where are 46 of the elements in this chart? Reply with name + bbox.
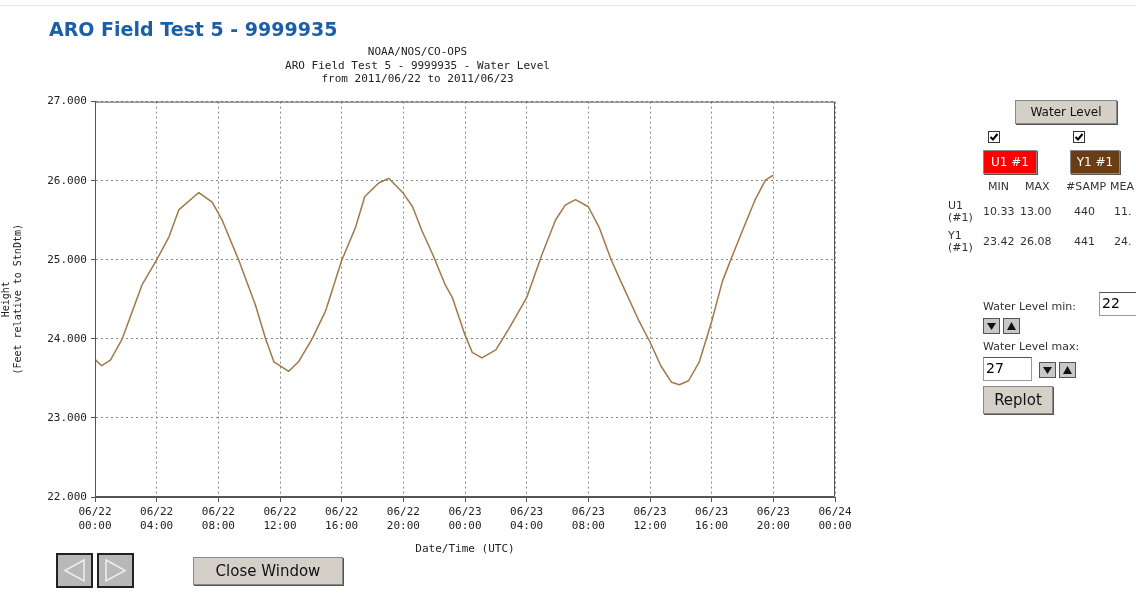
- text: #SAMP: [1066, 180, 1107, 193]
- x-tick-label: 06/22 16:00: [325, 505, 359, 532]
- x-tick-label: 06/22 08:00: [201, 505, 235, 532]
- x-tick-label: 06/23 20:00: [756, 505, 790, 532]
- text: MIN: [988, 180, 1009, 193]
- text: 27: [983, 357, 1032, 381]
- text: 11.: [1114, 205, 1132, 218]
- y-tick-label: 25.000: [47, 252, 87, 266]
- text: MAX: [1025, 180, 1050, 193]
- text: 22: [1099, 292, 1136, 316]
- text: Y1 #1: [1070, 150, 1120, 174]
- chart-title: ARO Field Test 5 - 9999935: [49, 18, 338, 40]
- x-tick-label: 06/23 16:00: [695, 505, 729, 532]
- text: Water Level min:: [983, 300, 1076, 313]
- text: 440: [1074, 205, 1095, 218]
- x-tick-label: 06/24 00:00: [818, 505, 852, 532]
- x-tick-label: 06/22 04:00: [140, 505, 174, 532]
- text: 24.: [1114, 235, 1132, 248]
- text: Water Level max:: [983, 340, 1080, 353]
- x-axis-title: Date/Time (UTC): [415, 542, 515, 556]
- x-tick-label: 06/22 20:00: [386, 505, 420, 532]
- text: U1 (#1): [948, 199, 973, 224]
- x-tick-label: 06/23 04:00: [510, 505, 544, 532]
- x-tick-label: 06/23 12:00: [633, 505, 667, 532]
- chart-subtitle: NOAA/NOS/CO-OPS ARO Field Test 5 - 9999935 - Water Level from 2011/06/22 to 2011/06/23: [285, 45, 550, 85]
- x-tick-label: 06/22 12:00: [263, 505, 297, 532]
- y-tick-label: 22.000: [47, 489, 87, 503]
- text: Y1 (#1): [948, 229, 973, 254]
- text: MEA: [1110, 180, 1134, 193]
- text: 13.00: [1020, 205, 1052, 218]
- x-tick-label: 06/23 00:00: [448, 505, 482, 532]
- text: 441: [1074, 235, 1095, 248]
- x-tick-label: 06/23 08:00: [571, 505, 605, 532]
- text: Water Level: [1015, 100, 1117, 124]
- y-axis-title: Height (Feet relative to StnDtm): [0, 224, 23, 375]
- text: Replot: [983, 386, 1053, 414]
- y-tick-label: 27.000: [47, 94, 87, 108]
- x-tick-label: 06/22 00:00: [78, 505, 112, 532]
- y-tick-label: 26.000: [47, 173, 87, 187]
- y-tick-label: 24.000: [47, 331, 87, 345]
- text: 23.42: [983, 235, 1015, 248]
- text: 26.08: [1020, 235, 1052, 248]
- text: U1 #1: [983, 150, 1037, 174]
- text: 10.33: [983, 205, 1015, 218]
- text: Close Window: [193, 557, 343, 585]
- y-tick-label: 23.000: [47, 410, 87, 424]
